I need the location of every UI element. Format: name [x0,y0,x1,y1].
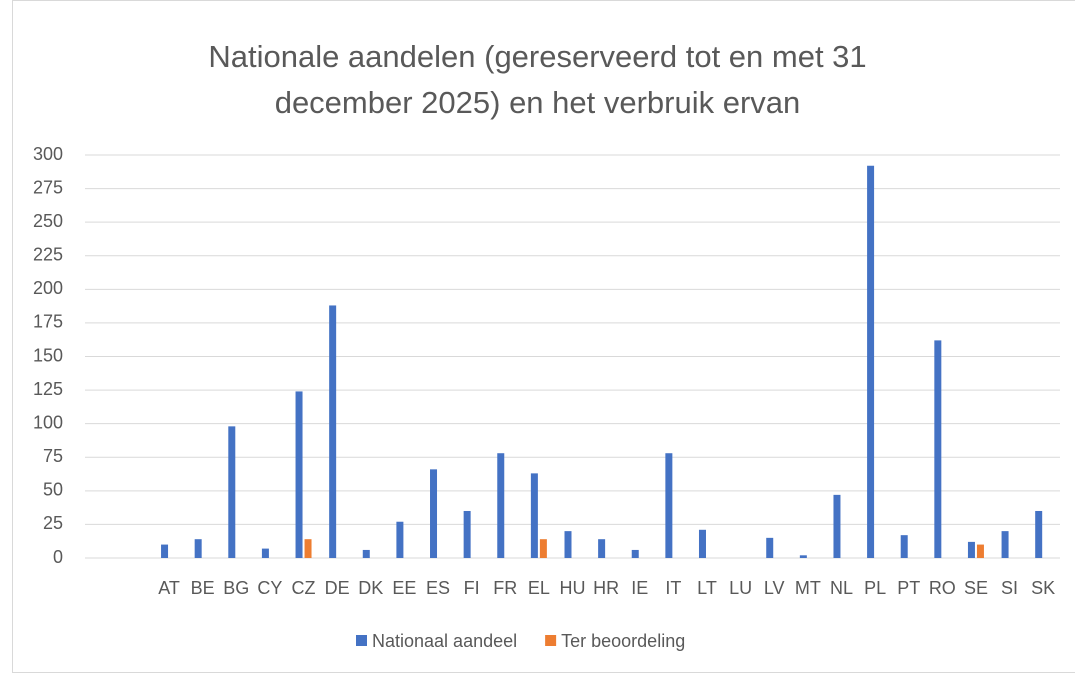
x-tick-label: FR [493,578,517,598]
x-tick-label: LU [729,578,752,598]
y-tick-label: 125 [33,379,63,399]
bar [228,426,236,558]
x-tick-label: ES [426,578,450,598]
legend-swatch [545,635,557,646]
x-tick-label: EL [528,578,550,598]
x-tick-label: AT [158,578,180,598]
x-tick-label: BE [191,578,215,598]
chart-title: Nationale aandelen (gereserveerd tot en … [208,39,867,120]
y-tick-label: 150 [33,345,63,365]
x-tick-label: MT [795,578,821,598]
bar [1001,531,1009,558]
x-tick-label: RO [929,578,956,598]
y-tick-label: 175 [33,312,63,332]
bar [900,535,908,558]
x-tick-label: PT [897,578,920,598]
x-tick-label: BG [223,578,249,598]
x-tick-label: IT [665,578,681,598]
bar [161,544,169,558]
x-tick-label: LV [764,578,785,598]
bar [463,510,471,558]
bar [833,494,841,558]
x-tick-label: SE [964,578,988,598]
bar [598,539,606,558]
y-tick-label: 25 [43,513,63,533]
bar [362,549,370,558]
bar [430,469,438,558]
x-tick-label: FI [464,578,480,598]
bar [329,305,337,558]
bar [799,555,807,558]
y-tick-label: 225 [33,245,63,265]
x-tick-label: DK [358,578,383,598]
bar [976,544,984,558]
bar [304,539,312,558]
y-tick-label: 75 [43,446,63,466]
legend-label: Ter beoordeling [561,631,685,651]
x-tick-label: HU [560,578,586,598]
x-tick-label: SI [1001,578,1018,598]
y-tick-label: 200 [33,278,63,298]
y-tick-label: 300 [33,144,63,164]
legend-swatch [356,635,367,646]
bar [1035,510,1043,558]
bar [194,539,202,558]
y-tick-label: 100 [33,412,63,432]
x-tick-label: LT [697,578,717,598]
bar [967,541,975,558]
x-tick-label: IE [631,578,648,598]
bar [934,340,942,558]
bar [530,473,538,558]
x-tick-label: EE [392,578,416,598]
x-tick-label: HR [593,578,619,598]
bar [497,453,505,558]
bar [867,165,875,558]
y-tick-label: 250 [33,211,63,231]
bar [396,521,404,558]
bar [766,537,774,558]
x-tick-label: SK [1031,578,1055,598]
x-tick-label: NL [830,578,853,598]
y-tick-label: 50 [43,480,63,500]
bar [295,391,303,558]
bar [539,539,547,558]
y-tick-label: 0 [53,547,63,567]
bar [564,531,572,558]
bar [631,549,639,558]
legend-label: Nationaal aandeel [372,631,517,651]
bar [665,453,673,558]
bar [698,529,706,558]
y-tick-label: 275 [33,177,63,197]
bar [261,548,269,558]
x-tick-label: PL [864,578,886,598]
x-tick-label: DE [325,578,350,598]
x-tick-label: CZ [292,578,316,598]
x-tick-label: CY [257,578,282,598]
